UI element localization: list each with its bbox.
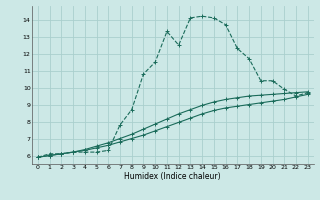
X-axis label: Humidex (Indice chaleur): Humidex (Indice chaleur) (124, 172, 221, 181)
